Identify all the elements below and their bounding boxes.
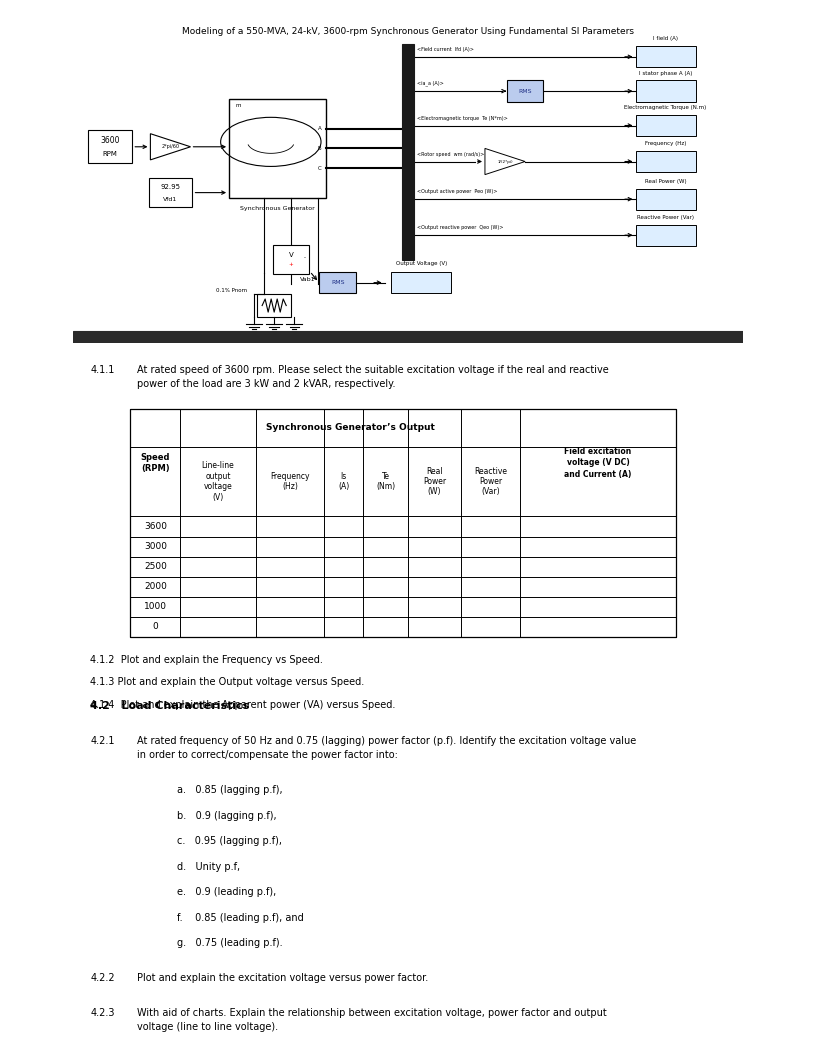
Text: Reactive Power (Var): Reactive Power (Var) bbox=[637, 214, 694, 220]
FancyBboxPatch shape bbox=[131, 409, 676, 637]
Text: At rated speed of 3600 rpm. Please select the suitable excitation voltage if the: At rated speed of 3600 rpm. Please selec… bbox=[137, 365, 609, 390]
Text: 3600: 3600 bbox=[100, 136, 120, 146]
Text: 1459: 1459 bbox=[655, 121, 676, 130]
Text: V: V bbox=[289, 251, 293, 258]
Text: With aid of charts. Explain the relationship between excitation voltage, power f: With aid of charts. Explain the relation… bbox=[137, 1008, 607, 1033]
Text: <Output reactive power  Qeo (W)>: <Output reactive power Qeo (W)> bbox=[417, 225, 503, 230]
FancyBboxPatch shape bbox=[319, 272, 356, 294]
Text: Is
(A): Is (A) bbox=[338, 472, 349, 491]
Text: 2.4e+04: 2.4e+04 bbox=[404, 278, 439, 287]
FancyBboxPatch shape bbox=[636, 225, 696, 246]
Text: 4.2   Load Characteristics: 4.2 Load Characteristics bbox=[90, 700, 250, 711]
Polygon shape bbox=[150, 134, 190, 159]
Text: c.   0.95 (lagging p.f),: c. 0.95 (lagging p.f), bbox=[177, 836, 282, 846]
Text: RMS: RMS bbox=[518, 89, 532, 94]
FancyBboxPatch shape bbox=[507, 80, 543, 101]
Text: 3000: 3000 bbox=[144, 542, 167, 551]
FancyBboxPatch shape bbox=[229, 99, 326, 197]
Text: Vab1: Vab1 bbox=[300, 277, 315, 282]
Text: 4.1.2  Plot and explain the Frequency vs Speed.: 4.1.2 Plot and explain the Frequency vs … bbox=[90, 655, 323, 664]
Text: a.   0.85 (lagging p.f),: a. 0.85 (lagging p.f), bbox=[177, 786, 283, 795]
Text: Vfd1: Vfd1 bbox=[163, 196, 178, 202]
Text: 4.1.3 Plot and explain the Output voltage versus Speed.: 4.1.3 Plot and explain the Output voltag… bbox=[90, 678, 365, 687]
FancyBboxPatch shape bbox=[636, 115, 696, 136]
Text: g.   0.75 (leading p.f).: g. 0.75 (leading p.f). bbox=[177, 938, 283, 948]
Text: 2500: 2500 bbox=[144, 562, 166, 571]
Text: Speed
(RPM): Speed (RPM) bbox=[140, 453, 171, 473]
FancyBboxPatch shape bbox=[257, 294, 290, 317]
Text: Synchronous Generator: Synchronous Generator bbox=[240, 206, 315, 211]
Text: A: A bbox=[317, 127, 322, 131]
Text: 5.5e+05: 5.5e+05 bbox=[648, 194, 683, 204]
Text: b.   0.9 (lagging p.f),: b. 0.9 (lagging p.f), bbox=[177, 811, 277, 821]
Text: Line-line
output
voltage
(V): Line-line output voltage (V) bbox=[202, 461, 234, 502]
Text: Frequency
(Hz): Frequency (Hz) bbox=[270, 472, 309, 491]
Text: 0: 0 bbox=[153, 622, 158, 631]
Text: f.    0.85 (leading p.f), and: f. 0.85 (leading p.f), and bbox=[177, 912, 304, 923]
Text: 4.655e-12: 4.655e-12 bbox=[645, 230, 687, 240]
Text: 13.23: 13.23 bbox=[654, 87, 677, 96]
Text: <Rotor speed  wm (rad/s)>: <Rotor speed wm (rad/s)> bbox=[417, 152, 485, 156]
FancyBboxPatch shape bbox=[73, 331, 743, 345]
Text: Plot and explain the excitation voltage versus power factor.: Plot and explain the excitation voltage … bbox=[137, 973, 428, 983]
Text: 1/(2*pi): 1/(2*pi) bbox=[497, 159, 512, 164]
Text: <Field current  Ifd (A)>: <Field current Ifd (A)> bbox=[417, 46, 474, 52]
Text: 0.1% Pnom: 0.1% Pnom bbox=[216, 288, 247, 294]
Text: Output Voltage (V): Output Voltage (V) bbox=[396, 261, 447, 266]
Text: 1300: 1300 bbox=[655, 52, 676, 61]
FancyBboxPatch shape bbox=[636, 46, 696, 68]
Text: Modeling of a 550-MVA, 24-kV, 3600-rpm Synchronous Generator Using Fundamental S: Modeling of a 550-MVA, 24-kV, 3600-rpm S… bbox=[182, 27, 634, 36]
Text: Synchronous Generator’s Output: Synchronous Generator’s Output bbox=[266, 423, 435, 432]
Text: 3600: 3600 bbox=[144, 522, 167, 531]
Text: m: m bbox=[236, 103, 242, 109]
FancyBboxPatch shape bbox=[392, 272, 451, 294]
Text: RPM: RPM bbox=[103, 151, 118, 157]
Text: C: C bbox=[317, 166, 322, 171]
Text: e.   0.9 (leading p.f),: e. 0.9 (leading p.f), bbox=[177, 887, 277, 898]
FancyBboxPatch shape bbox=[273, 245, 309, 275]
Text: 4.1.4  Plot and explain the Apparent power (VA) versus Speed.: 4.1.4 Plot and explain the Apparent powe… bbox=[90, 700, 396, 711]
Text: 2000: 2000 bbox=[144, 582, 166, 591]
Text: 92.95: 92.95 bbox=[161, 184, 180, 190]
FancyBboxPatch shape bbox=[402, 43, 414, 260]
Text: Frequency (Hz): Frequency (Hz) bbox=[645, 140, 686, 146]
Text: -: - bbox=[304, 256, 305, 261]
Text: Real Power (W): Real Power (W) bbox=[645, 178, 686, 184]
FancyBboxPatch shape bbox=[88, 130, 132, 163]
Text: d.   Unity p.f,: d. Unity p.f, bbox=[177, 862, 240, 872]
Polygon shape bbox=[485, 149, 526, 174]
Text: I field (A): I field (A) bbox=[653, 36, 678, 41]
Text: 60: 60 bbox=[660, 157, 671, 166]
Text: <Output active power  Peo (W)>: <Output active power Peo (W)> bbox=[417, 189, 498, 194]
FancyBboxPatch shape bbox=[636, 80, 696, 101]
Text: I stator phase A (A): I stator phase A (A) bbox=[639, 71, 692, 76]
Text: 4.2.2: 4.2.2 bbox=[90, 973, 115, 983]
Text: Field excitation
voltage (V DC)
and Current (A): Field excitation voltage (V DC) and Curr… bbox=[564, 447, 632, 479]
Text: Electromagnetic Torque (N.m): Electromagnetic Torque (N.m) bbox=[624, 105, 707, 110]
Text: Reactive
Power
(Var): Reactive Power (Var) bbox=[474, 467, 508, 496]
Text: 4.2.1: 4.2.1 bbox=[90, 736, 115, 746]
Text: <ia_a (A)>: <ia_a (A)> bbox=[417, 80, 444, 87]
Text: <Electromagnetic torque  Te (N*m)>: <Electromagnetic torque Te (N*m)> bbox=[417, 115, 508, 120]
FancyBboxPatch shape bbox=[636, 151, 696, 172]
Text: At rated frequency of 50 Hz and 0.75 (lagging) power factor (p.f). Identify the : At rated frequency of 50 Hz and 0.75 (la… bbox=[137, 736, 636, 760]
Text: Real
Power
(W): Real Power (W) bbox=[423, 467, 446, 496]
Text: 2*pi/60: 2*pi/60 bbox=[162, 145, 180, 149]
Text: 4.2.3: 4.2.3 bbox=[90, 1008, 115, 1018]
Text: Te
(Nm): Te (Nm) bbox=[376, 472, 395, 491]
Text: 4.1.1: 4.1.1 bbox=[90, 365, 114, 375]
Text: B: B bbox=[317, 146, 322, 151]
Text: RMS: RMS bbox=[331, 280, 344, 285]
Text: 1000: 1000 bbox=[144, 602, 167, 611]
FancyBboxPatch shape bbox=[636, 189, 696, 210]
FancyBboxPatch shape bbox=[149, 177, 193, 207]
Text: +: + bbox=[289, 262, 293, 267]
